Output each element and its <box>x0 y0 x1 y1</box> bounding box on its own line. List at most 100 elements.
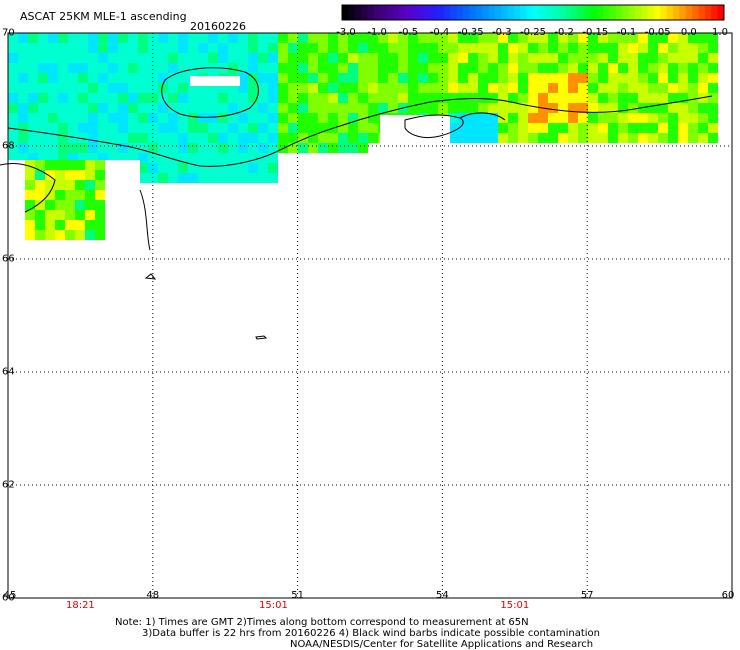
swath-cell <box>498 83 508 93</box>
colorbar-swatch <box>342 5 349 20</box>
swath-cell <box>38 33 48 43</box>
swath-cell <box>258 53 268 63</box>
swath-cell <box>188 43 198 53</box>
swath-cell <box>408 43 418 53</box>
swath-cell <box>358 53 368 63</box>
swath-cell <box>328 133 338 143</box>
swath-cell <box>278 83 288 93</box>
swath-cell <box>158 33 168 43</box>
swath-cell <box>88 53 98 63</box>
colorbar-swatch <box>673 5 680 20</box>
swath-cell <box>88 123 98 133</box>
swath-cell <box>188 63 198 73</box>
swath-cell <box>85 230 95 240</box>
swath-cell <box>218 133 228 143</box>
swath-cell <box>28 43 38 53</box>
swath-cell <box>288 53 298 63</box>
swath-cell <box>308 43 318 53</box>
swath-cell <box>548 73 558 83</box>
swath-cell <box>628 83 638 93</box>
swath-cell <box>658 123 668 133</box>
swath-cell <box>25 180 35 190</box>
swath-cell <box>348 143 358 153</box>
swath-cell <box>388 103 398 113</box>
swath-cell <box>45 200 55 210</box>
swath-cell <box>498 33 508 43</box>
swath-cell <box>638 33 648 43</box>
swath-cell <box>518 43 528 53</box>
longitude-label: 60 <box>721 590 735 601</box>
swath-cell <box>678 43 688 53</box>
swath-cell <box>308 93 318 103</box>
swath-cell <box>108 43 118 53</box>
swath-cell <box>408 73 418 83</box>
swath-cell <box>108 93 118 103</box>
swath-cell <box>258 153 268 163</box>
colorbar-label: -0.15 <box>582 27 609 38</box>
swath-cell <box>108 153 118 163</box>
swath-cell <box>58 73 68 83</box>
swath-cell <box>628 123 638 133</box>
swath-cell <box>218 43 228 53</box>
swath-cell <box>248 173 258 183</box>
swath-cell <box>418 83 428 93</box>
swath-cell <box>48 123 58 133</box>
swath-cell <box>628 63 638 73</box>
swath-cell <box>188 113 198 123</box>
colorbar-swatch <box>571 5 579 20</box>
swath-cell <box>28 63 38 73</box>
swath-cell <box>258 133 268 143</box>
swath-cell <box>38 53 48 63</box>
swath-cell <box>298 33 308 43</box>
swath-cell <box>328 43 338 53</box>
swath-cell <box>28 123 38 133</box>
swath-cell <box>478 103 488 113</box>
swath-cell <box>658 113 668 123</box>
map-date: 20160226 <box>190 20 246 33</box>
swath-cell <box>98 73 108 83</box>
swath-cell <box>298 143 308 153</box>
swath-cell <box>278 113 288 123</box>
swath-cell <box>568 103 578 113</box>
swath-cell <box>418 93 428 103</box>
swath-cell <box>238 153 248 163</box>
swath-cell <box>85 180 95 190</box>
swath-cell <box>88 83 98 93</box>
swath-cell <box>58 53 68 63</box>
swath-cell <box>308 63 318 73</box>
swath-cell <box>28 153 38 163</box>
swath-cell <box>108 83 118 93</box>
swath-cell <box>238 173 248 183</box>
swath-cell <box>578 73 588 83</box>
swath-cell <box>708 33 718 43</box>
swath-cell <box>378 73 388 83</box>
swath-cell <box>48 33 58 43</box>
swath-cell <box>508 93 518 103</box>
swath-cell <box>198 43 208 53</box>
colorbar-swatch <box>533 5 540 20</box>
colorbar-swatch <box>539 5 547 20</box>
swath-cell <box>48 43 58 53</box>
swath-cell <box>35 170 45 180</box>
swath-cell <box>568 63 578 73</box>
swath-cell <box>458 83 468 93</box>
swath-cell <box>358 143 368 153</box>
swath-cell <box>388 63 398 73</box>
swath-cell <box>588 33 598 43</box>
swath-cell <box>578 113 588 123</box>
swath-cell <box>538 93 548 103</box>
swath-cell <box>68 53 78 63</box>
swath-cell <box>148 123 158 133</box>
swath-cell <box>48 133 58 143</box>
swath-cell <box>538 73 548 83</box>
swath-cell <box>98 143 108 153</box>
swath-cell <box>568 133 578 143</box>
swath-cell <box>488 53 498 63</box>
swath-cell <box>128 133 138 143</box>
swath-cell <box>28 143 38 153</box>
swath-cell <box>358 43 368 53</box>
swath-cell <box>158 133 168 143</box>
swath-cell <box>38 63 48 73</box>
swath-cell <box>318 83 328 93</box>
swath-cell <box>228 63 238 73</box>
